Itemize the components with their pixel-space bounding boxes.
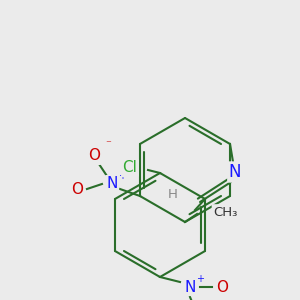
Text: O: O xyxy=(88,148,100,164)
Text: N: N xyxy=(184,280,196,295)
Text: H: H xyxy=(168,188,178,202)
Text: O: O xyxy=(216,280,228,295)
Text: +: + xyxy=(118,171,126,181)
Text: N: N xyxy=(229,163,241,181)
Text: +: + xyxy=(196,274,204,284)
Text: CH₃: CH₃ xyxy=(213,206,237,218)
Text: Cl: Cl xyxy=(123,160,137,175)
Text: O: O xyxy=(71,182,83,196)
Text: N: N xyxy=(106,176,118,191)
Text: ⁻: ⁻ xyxy=(105,139,111,149)
